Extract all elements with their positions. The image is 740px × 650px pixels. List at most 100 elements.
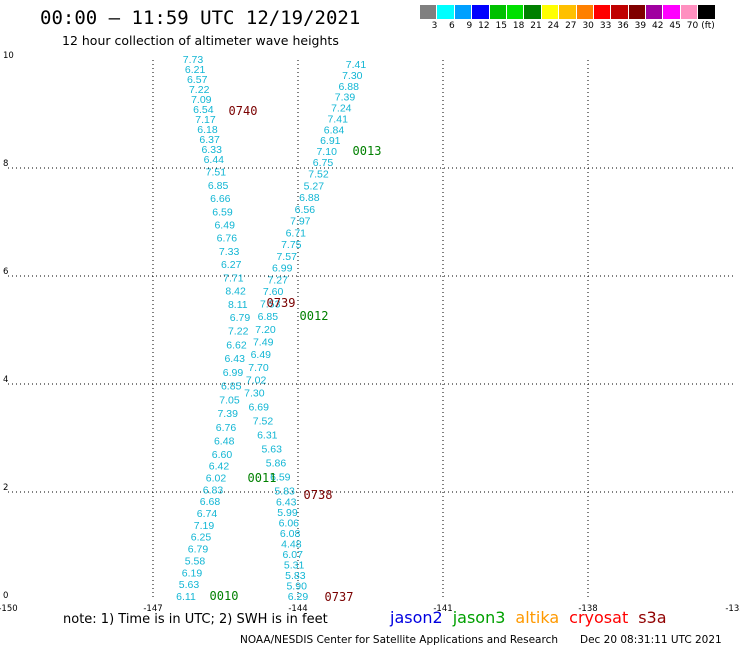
color-scale-labels: 3 6 9 12 15 18 21 24 27 30 33 36 39 42 45 70 (ft) [420,21,719,31]
pass-time-label: 0738 [304,488,333,502]
wave-height-label: 6.91 [320,135,341,147]
wave-height-label: 7.53 [260,299,281,311]
wave-height-label: 6.83 [203,484,224,496]
wave-height-label: 6.99 [272,263,293,275]
color-swatch [541,5,560,19]
wave-height-label: 6.06 [279,518,300,530]
pass-time-label: 0739 [267,296,296,310]
wave-height-label: 7.39 [335,92,356,104]
footer-note: note: 1) Time is in UTC; 2) SWH is in fe… [63,612,328,627]
color-scale-label: 9 [466,21,473,31]
wave-height-label: 6.56 [295,204,316,216]
color-scale-label: 33 [599,21,612,31]
color-scale-label: 39 [634,21,647,31]
x-tick-label: -147 [143,604,162,614]
pass-time-label: 0011 [248,471,277,485]
page-title: 00:00 – 11:59 UTC 12/19/2021 [40,7,361,29]
wave-height-label: 5.86 [266,458,287,470]
wave-height-label: 5.27 [304,181,325,193]
wave-height-label: 7.71 [223,272,244,284]
wave-height-label: 6.84 [324,124,345,136]
wave-height-label: 7.57 [276,251,297,263]
wave-height-label: 6.85 [208,180,229,192]
footer-org: NOAA/NESDIS Center for Satellite Applica… [240,634,558,646]
wave-height-label: 5.63 [261,444,282,456]
wave-height-label: 8.11 [228,299,248,311]
color-swatch [663,5,681,19]
pass-time-label: 0010 [210,589,239,603]
color-swatch [559,5,577,19]
color-swatch [437,5,455,19]
color-swatch [698,5,716,19]
wave-height-label: 6.88 [338,81,359,93]
wave-height-label: 6.08 [280,528,301,540]
color-swatch [472,5,490,19]
wave-height-label: 7.52 [253,416,274,428]
color-swatch [454,5,473,19]
color-scale-label: 45 [669,21,681,31]
pass-labels: 0740 0013 0739 0012 0011 0738 0010 0737 [210,104,382,604]
wave-height-label: 7.05 [219,394,240,406]
wave-height-label: 7.75 [281,239,302,251]
wave-height-label: 7.97 [290,216,311,228]
pass-time-label: 0013 [353,144,382,158]
wave-height-label: 6.79 [188,544,209,556]
wave-height-label: 6.57 [187,74,208,86]
wave-height-label: 6.54 [193,104,214,116]
y-tick-label: 10 [3,51,14,61]
map-grid [8,60,735,600]
wave-height-label: 6.75 [313,157,334,169]
legend-item-jason2: jason2 [390,608,443,627]
wave-height-label: 7.19 [194,520,215,532]
wave-height-label: 7.70 [248,362,269,374]
wave-height-label: 7.49 [253,337,274,349]
satellite-legend: jason2 jason3 altika cryosat s3a [390,608,677,627]
wave-height-label: 8.42 [225,286,246,298]
wave-height-label: 7.20 [255,324,276,336]
legend-item-altika: altika [515,608,560,627]
wave-height-label: 6.49 [214,220,235,232]
wave-height-label: 6.71 [286,227,307,239]
wave-height-label: 6.18 [197,124,218,136]
color-swatch [506,5,525,19]
x-tick-label: -150 [0,604,18,614]
wave-height-label: 7.27 [267,274,288,286]
wave-height-label: 6.19 [182,567,203,579]
wave-height-label: 6.27 [221,259,242,271]
color-scale-label: 30 [582,21,594,31]
wave-height-label: 6.37 [199,134,220,146]
track-a-values: 7.736.216.577.227.096.547.176.186.376.33… [176,54,250,603]
legend-item-cryosat: cryosat [569,608,629,627]
wave-height-label: 6.85 [258,311,279,323]
wave-height-label: 7.60 [263,286,284,298]
wave-height-label: 6.59 [212,206,233,218]
color-swatch [628,5,647,19]
pass-time-label: 0737 [325,590,354,604]
wave-height-label: 6.99 [223,367,244,379]
color-scale-label: 12 [478,21,490,31]
wave-height-label: 6.76 [217,233,238,245]
x-tick-label: -144 [288,604,307,614]
y-tick-label: 8 [3,159,8,169]
wave-height-label: 6.59 [270,472,291,484]
y-tick-label: 0 [3,591,8,601]
wave-height-label: 7.52 [308,169,329,181]
color-swatch [646,5,664,19]
color-scale-label: 21 [530,21,542,31]
x-tick-label: -135 [725,604,740,614]
wave-height-label: 7.10 [316,146,337,158]
color-swatch [576,5,594,19]
wave-height-label: 6.07 [282,549,303,561]
color-scale-label: 36 [617,21,629,31]
wave-height-label: 6.68 [200,496,221,508]
x-tick-label: -138 [578,604,597,614]
wave-height-label: 5.99 [277,507,298,519]
wave-height-label: 6.43 [276,497,297,509]
wave-height-label: 6.48 [214,436,235,448]
wave-height-label: 7.17 [195,114,216,126]
color-swatch [611,5,629,19]
wave-height-label: 7.09 [191,94,212,106]
wave-height-label: 6.62 [226,340,247,352]
pass-time-label: 0740 [229,104,258,118]
color-scale: 3 6 9 12 15 18 21 24 27 30 33 36 39 42 45 70 (ft) [420,5,719,31]
